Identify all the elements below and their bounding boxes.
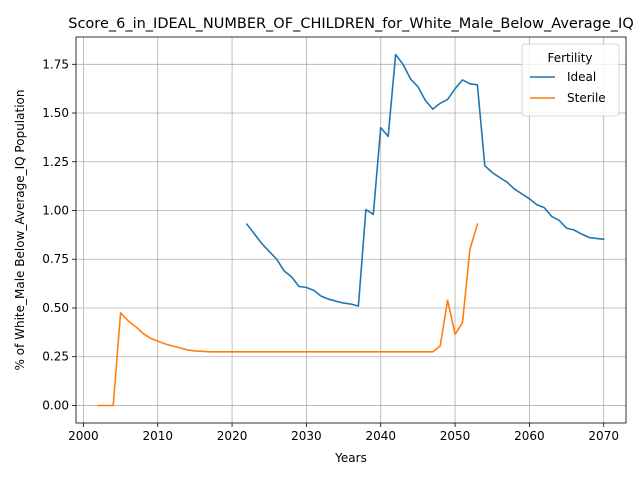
legend-label-ideal: Ideal xyxy=(567,70,596,84)
x-tick-label: 2010 xyxy=(142,429,173,443)
legend-title: Fertility xyxy=(547,51,592,65)
y-tick-label: 1.50 xyxy=(42,106,69,120)
legend-label-sterile: Sterile xyxy=(567,91,606,105)
legend: Fertility Ideal Sterile xyxy=(521,43,620,117)
y-tick-label: 0.00 xyxy=(42,398,69,412)
series-lines xyxy=(97,53,605,407)
y-axis-ticks: 0.00 0.25 0.50 0.75 1.00 1.25 1.50 1.75 xyxy=(42,57,76,412)
y-axis-label: % of White_Male Below_Average_IQ Populat… xyxy=(13,90,27,371)
x-tick-label: 2020 xyxy=(217,429,248,443)
y-tick-label: 0.50 xyxy=(42,301,69,315)
y-tick-label: 0.75 xyxy=(42,252,69,266)
x-tick-label: 2000 xyxy=(68,429,99,443)
chart-title: Score_6_in_IDEAL_NUMBER_OF_CHILDREN_for_… xyxy=(68,16,634,32)
x-axis-ticks: 2000 2010 2020 2030 2040 2050 2060 2070 xyxy=(68,423,619,443)
plot-frame xyxy=(75,36,627,424)
y-tick-label: 1.25 xyxy=(42,155,69,169)
y-tick-label: 1.00 xyxy=(42,204,69,218)
series-line-sterile xyxy=(97,223,479,407)
x-tick-label: 2030 xyxy=(291,429,322,443)
series-line-ideal xyxy=(245,53,605,307)
y-tick-label: 1.75 xyxy=(42,57,69,71)
x-tick-label: 2050 xyxy=(440,429,471,443)
x-tick-label: 2060 xyxy=(514,429,545,443)
x-tick-label: 2040 xyxy=(365,429,396,443)
y-tick-label: 0.25 xyxy=(42,350,69,364)
x-tick-label: 2070 xyxy=(588,429,619,443)
x-axis-label: Years xyxy=(334,451,367,465)
